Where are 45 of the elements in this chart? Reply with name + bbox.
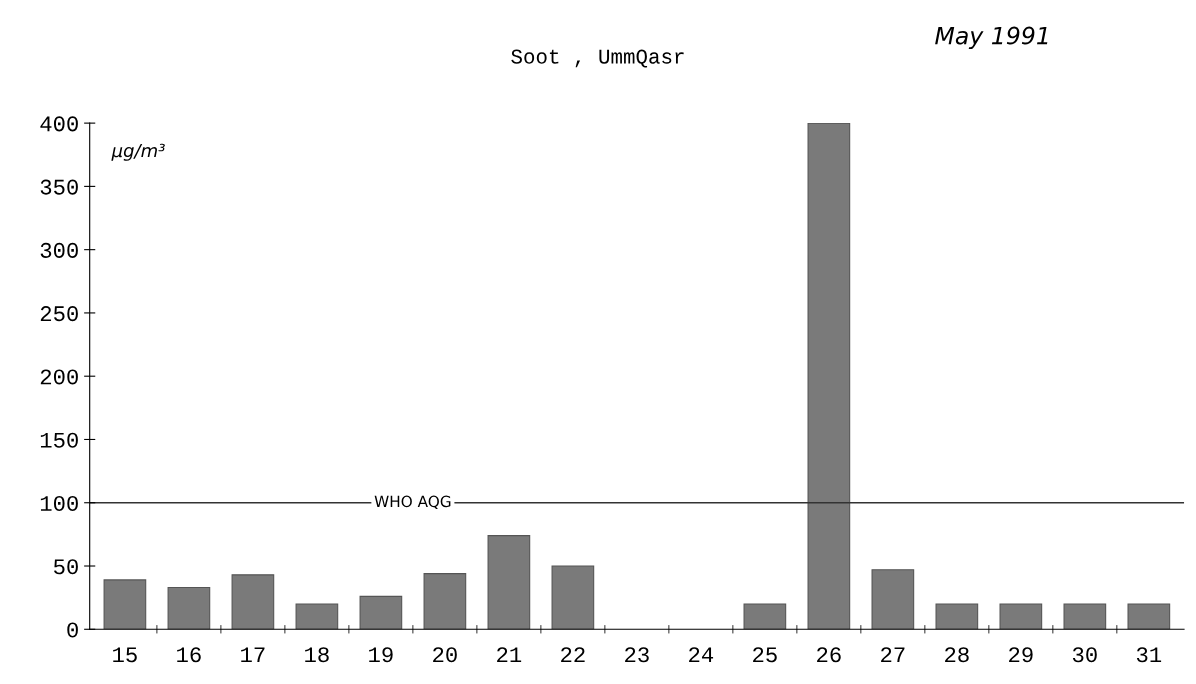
y-tick-label: 200 bbox=[40, 369, 78, 385]
x-tick-label: 30 bbox=[1072, 647, 1097, 663]
y-tick-label: 150 bbox=[40, 432, 78, 448]
bar bbox=[1127, 603, 1171, 630]
x-tick-label: 31 bbox=[1136, 647, 1162, 663]
ref-line-label: WHO AQG bbox=[374, 495, 451, 509]
bar bbox=[167, 586, 211, 630]
bar bbox=[999, 603, 1043, 630]
x-tick-label: 28 bbox=[945, 647, 969, 663]
x-tick-label: 20 bbox=[433, 647, 457, 663]
y-tick-label: 300 bbox=[40, 242, 78, 258]
y-tick-label: 250 bbox=[40, 306, 78, 322]
x-tick-label: 18 bbox=[305, 647, 329, 663]
x-tick-label: 29 bbox=[1009, 647, 1033, 663]
text: May 1991 bbox=[935, 26, 1048, 50]
y-tick-label: 100 bbox=[40, 495, 78, 512]
bar bbox=[1063, 603, 1107, 630]
chart-title: Soot , UmmQasr bbox=[511, 49, 684, 68]
x-tick-label: 25 bbox=[753, 647, 777, 663]
y-tick-label: 0 bbox=[67, 622, 78, 638]
x-tick-label: 23 bbox=[625, 647, 649, 663]
bar bbox=[743, 603, 787, 630]
bar bbox=[807, 123, 851, 630]
bar bbox=[551, 565, 595, 630]
x-tick-label: 17 bbox=[241, 647, 265, 663]
x-tick-label: 22 bbox=[561, 647, 585, 663]
x-tick-label: 24 bbox=[689, 647, 714, 663]
x-tick-label: 15 bbox=[113, 647, 137, 663]
y-tick-label: 400 bbox=[40, 116, 78, 132]
x-tick-label: 21 bbox=[497, 647, 522, 663]
bar bbox=[487, 535, 531, 630]
x-tick-label: 16 bbox=[177, 647, 201, 663]
x-tick-label: 19 bbox=[369, 647, 393, 663]
bar bbox=[871, 569, 915, 630]
x-tick-label: 27 bbox=[881, 647, 905, 663]
bar bbox=[935, 603, 979, 630]
y-tick-label: 50 bbox=[54, 559, 78, 575]
bar bbox=[359, 595, 403, 630]
y-axis-title: µg/m³ bbox=[111, 143, 165, 161]
bar bbox=[231, 574, 275, 630]
y-tick-label: 350 bbox=[40, 179, 78, 195]
bar bbox=[295, 603, 339, 630]
bar bbox=[423, 573, 467, 630]
x-tick-label: 26 bbox=[817, 647, 841, 663]
bar bbox=[103, 579, 147, 630]
